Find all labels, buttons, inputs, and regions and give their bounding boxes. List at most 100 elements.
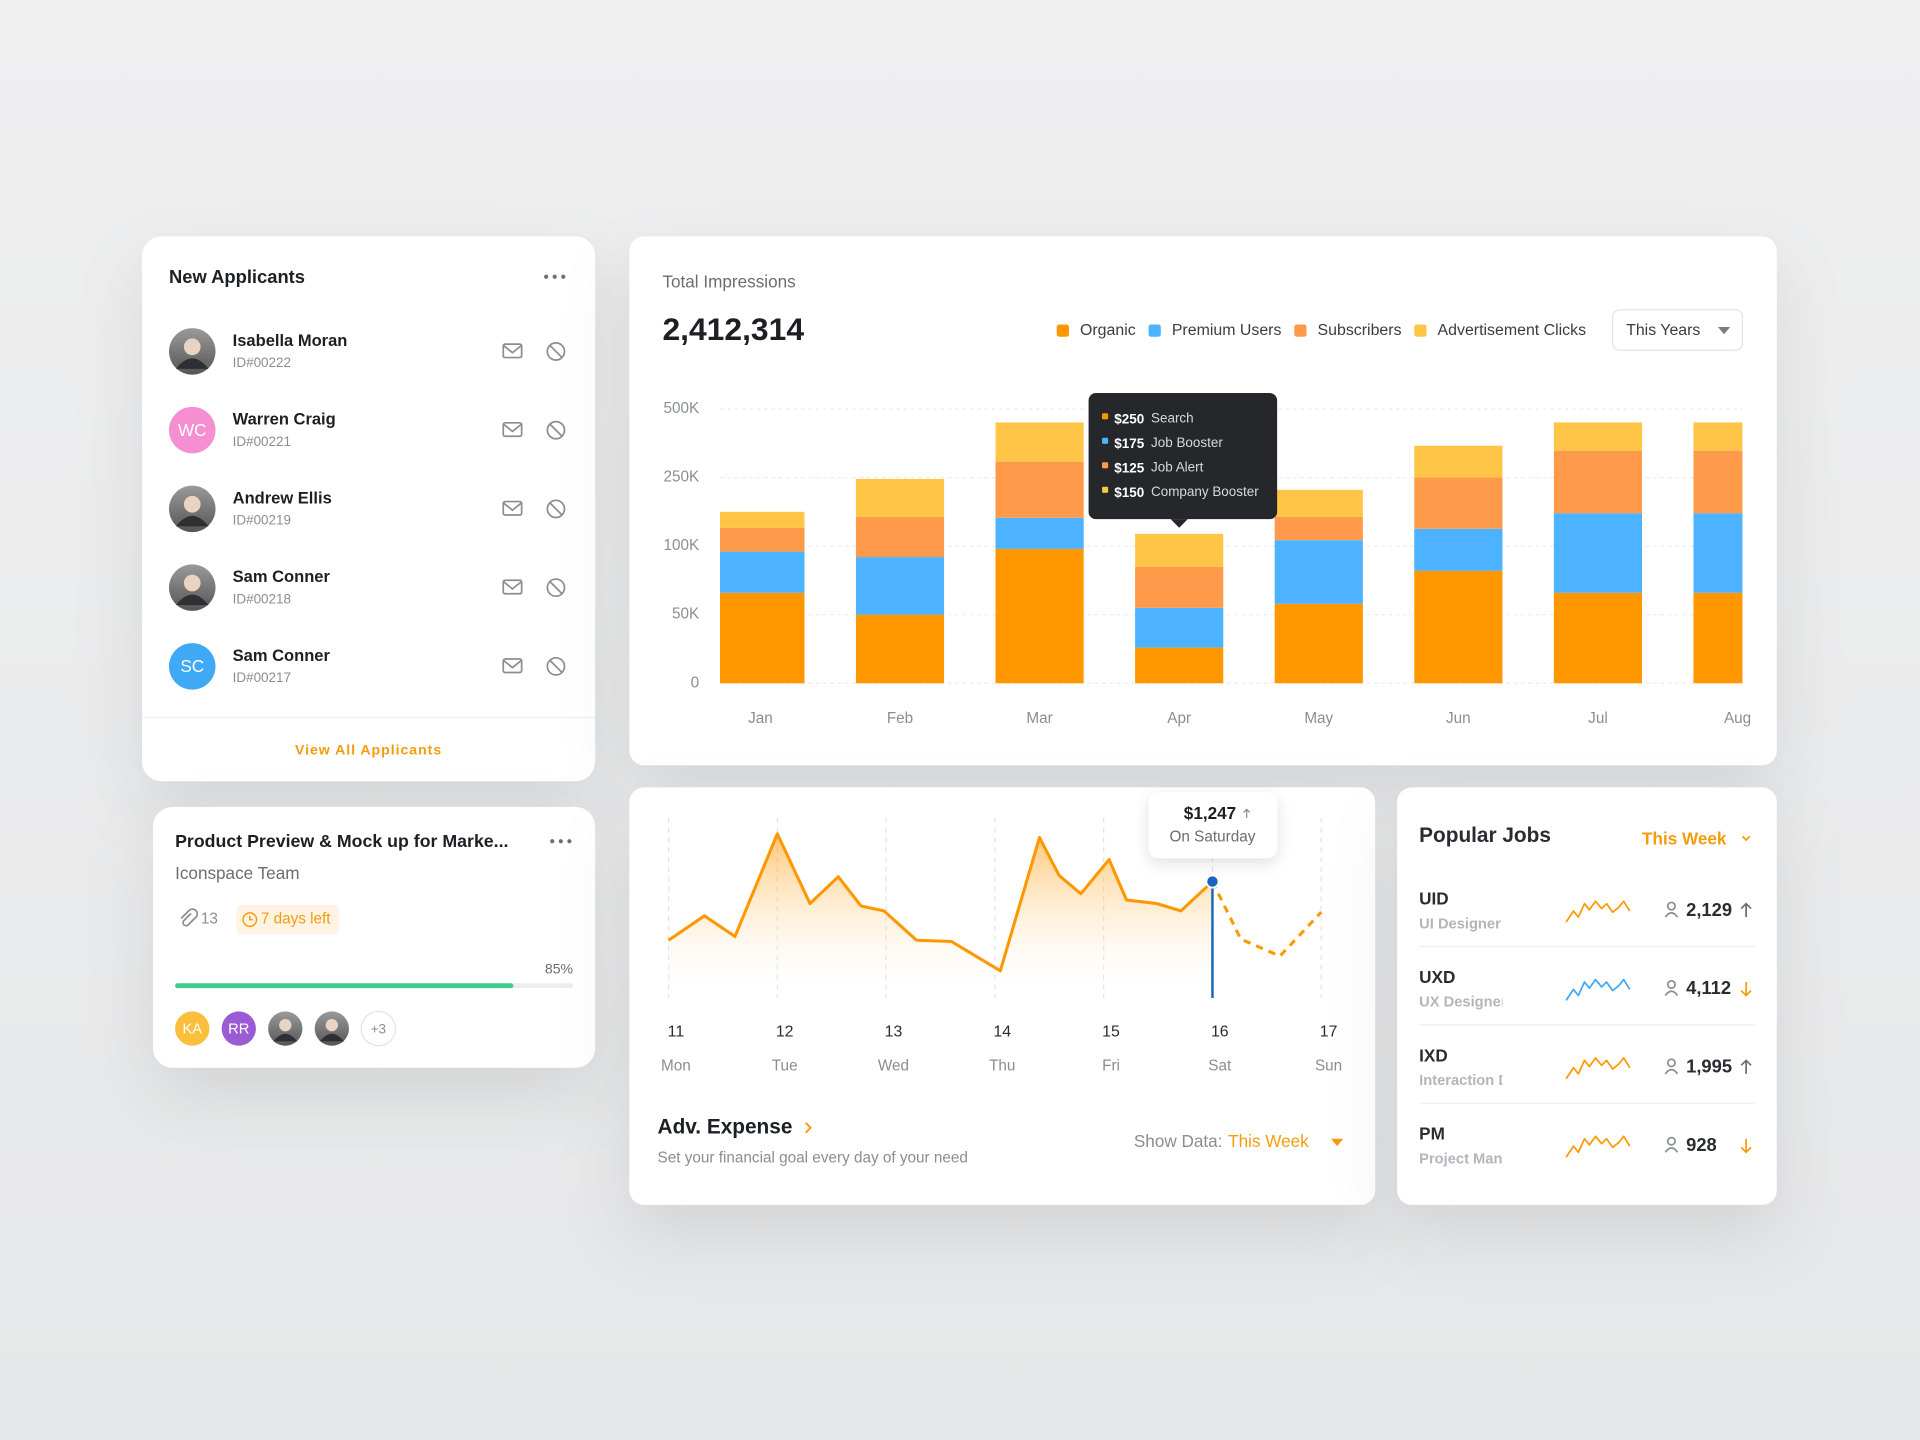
- tooltip-dot: [1102, 437, 1109, 444]
- legend-swatch: [1148, 324, 1161, 337]
- bar-segment: [1414, 477, 1503, 529]
- mail-icon-flap[interactable]: [502, 659, 523, 669]
- avatar-photo: [168, 564, 216, 611]
- expense-card: Adv. Expense Set your financial goal eve…: [629, 787, 1376, 1205]
- deadline-badge: [236, 904, 340, 935]
- person-icon-head: [1666, 901, 1676, 911]
- x-tick-label: Jul: [1588, 710, 1608, 727]
- bar-segment: [995, 517, 1084, 549]
- x-tick-sublabel: Sat: [1208, 1058, 1232, 1075]
- card-title: Popular Jobs: [1419, 824, 1551, 847]
- avatar-photo: [168, 485, 216, 533]
- chart-title: Total Impressions: [662, 271, 795, 291]
- clock-hands: [249, 915, 253, 921]
- chart-subtitle: Set your financial goal every day of you…: [658, 1149, 968, 1166]
- view-all-link[interactable]: View All Applicants: [295, 741, 442, 757]
- bar-segment: [1274, 540, 1363, 604]
- bar-segment: [1274, 489, 1363, 517]
- bar-segment: [720, 527, 805, 552]
- legend-label[interactable]: Organic: [1080, 322, 1136, 339]
- bar-segment: [1693, 450, 1743, 514]
- x-tick-label: Jun: [1446, 710, 1471, 727]
- job-role: Interaction Designer: [1419, 1073, 1561, 1089]
- filter-caret[interactable]: [1331, 1138, 1344, 1147]
- y-tick-label: 250K: [663, 469, 700, 486]
- area: [668, 833, 1213, 998]
- trend-arrow: [1740, 1059, 1752, 1074]
- block-icon-bar[interactable]: [549, 502, 563, 516]
- legend-label[interactable]: Premium Users: [1172, 322, 1282, 339]
- bar-segment: [1135, 533, 1224, 567]
- block-icon[interactable]: [546, 420, 566, 440]
- block-icon-bar[interactable]: [549, 423, 563, 437]
- bar-segment: [1135, 647, 1224, 684]
- card: [142, 236, 596, 782]
- line: [667, 832, 1214, 973]
- more-menu[interactable]: [550, 839, 572, 844]
- mail-icon[interactable]: [502, 500, 523, 516]
- applicant-name: Sam Conner: [233, 567, 331, 586]
- applicant-name: Warren Craig: [233, 410, 336, 429]
- block-icon[interactable]: [546, 656, 566, 676]
- block-icon[interactable]: [546, 499, 566, 519]
- mail-icon-flap[interactable]: [502, 344, 523, 354]
- block-icon[interactable]: [546, 578, 566, 598]
- person-icon-head: [1666, 979, 1676, 990]
- person-icon-body: [1664, 912, 1679, 918]
- legend-label[interactable]: Subscribers: [1318, 322, 1402, 339]
- mail-icon-flap[interactable]: [502, 423, 523, 433]
- avatar-photo: [268, 1011, 303, 1046]
- mail-icon-flap[interactable]: [502, 580, 523, 590]
- avatar-photo: [314, 1011, 349, 1046]
- period-value[interactable]: This Week: [1642, 829, 1727, 849]
- mail-icon[interactable]: [502, 343, 523, 359]
- jobs-card: Popular Jobs This Week UID UI Designer 2,1…: [1397, 787, 1777, 1205]
- sparkline: [1565, 978, 1631, 1001]
- tooltip-dot: [1102, 462, 1109, 469]
- x-tick-sublabel: Wed: [878, 1058, 909, 1075]
- period-dropdown[interactable]: [1612, 309, 1744, 351]
- block-icon-bar[interactable]: [549, 580, 563, 595]
- tooltip-amount: $125: [1114, 461, 1144, 476]
- progress-label: 85%: [545, 961, 574, 977]
- mail-icon[interactable]: [502, 658, 523, 674]
- member-avatar: [221, 1011, 256, 1046]
- mail-icon[interactable]: [502, 579, 523, 595]
- mail-icon-flap[interactable]: [502, 502, 523, 512]
- tooltip-amount: $250: [1114, 412, 1144, 427]
- member-avatar: [175, 1011, 210, 1046]
- block-icon[interactable]: [546, 342, 566, 361]
- block-icon-bar[interactable]: [549, 659, 563, 674]
- avatar-body: [175, 594, 209, 606]
- applicant-id: ID#00218: [233, 591, 291, 606]
- legend-label[interactable]: Advertisement Clicks: [1438, 322, 1587, 339]
- more-menu[interactable]: [544, 274, 566, 279]
- bar-segment: [720, 592, 805, 684]
- bar-segment: [1274, 603, 1363, 684]
- person-icon-head: [1666, 1136, 1676, 1146]
- sparkline: [1565, 1135, 1631, 1158]
- block-icon-bar[interactable]: [549, 344, 563, 359]
- y-tick-label: 100K: [663, 537, 700, 554]
- x-tick-sublabel: Tue: [772, 1058, 798, 1075]
- applicant-id: ID#00222: [233, 355, 291, 370]
- x-tick-label: May: [1304, 710, 1333, 727]
- y-tick-label: 0: [691, 674, 700, 691]
- more-members: [360, 1010, 397, 1047]
- attachment-icon: [180, 908, 199, 927]
- avatar-body: [319, 1033, 344, 1042]
- title-chevron[interactable]: [805, 1122, 812, 1134]
- job-count: 4,112: [1686, 977, 1731, 998]
- x-tick-label: Jan: [748, 710, 773, 727]
- avatar-head: [183, 495, 201, 513]
- period-value[interactable]: This Years: [1626, 322, 1700, 339]
- applicant-id: ID#00219: [233, 513, 291, 528]
- avatar-head: [183, 338, 201, 356]
- mail-icon[interactable]: [502, 421, 523, 438]
- callout-value: $1,247: [1184, 803, 1236, 823]
- tooltip-label: Company Booster: [1151, 484, 1259, 499]
- period-chevron[interactable]: [1741, 835, 1751, 842]
- deadline: 7 days left: [261, 911, 331, 928]
- filter-value[interactable]: This Week: [1228, 1131, 1309, 1151]
